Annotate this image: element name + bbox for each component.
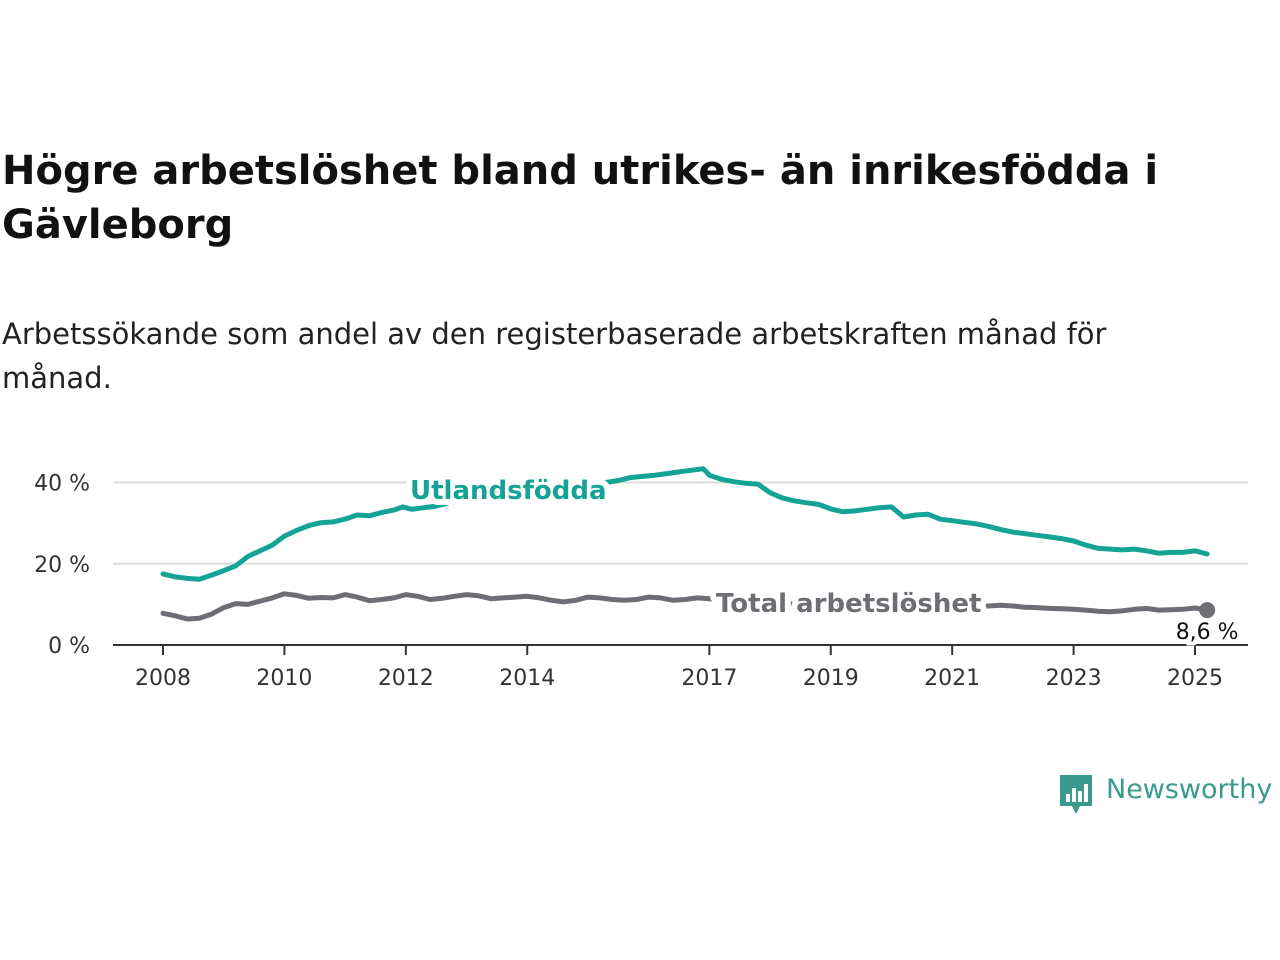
last-value-label: 8,6 %: [1176, 620, 1239, 645]
series-line-total: [160, 591, 1210, 622]
x-axis-ticks: 2008 2010 2012 2014 2017 2019 2021 2023 2025: [135, 645, 1223, 691]
series-line-utlandsfodda: [160, 466, 1210, 582]
chart-title: Högre arbetslöshet bland utrikes- än inr…: [2, 148, 1159, 248]
newsworthy-logo-text: Newsworthy: [1106, 774, 1273, 805]
x-tick-label: 2021: [924, 666, 980, 691]
grid-lines: [113, 481, 1248, 646]
series-lines: [160, 466, 1210, 622]
x-tick-label: 2012: [378, 666, 434, 691]
last-value-marker: [1199, 602, 1216, 619]
x-tick-label: 2025: [1167, 666, 1223, 691]
x-tick-label: 2010: [256, 666, 312, 691]
x-tick-label: 2008: [135, 666, 191, 691]
y-tick-label: 40 %: [34, 472, 90, 497]
y-tick-label: 0 %: [48, 634, 90, 659]
x-tick-label: 2019: [803, 666, 859, 691]
y-axis-ticks: 0 % 20 % 40 %: [34, 472, 90, 660]
x-tick-label: 2023: [1046, 666, 1102, 691]
chart-subtitle: Arbetssökande som andel av den registerb…: [2, 317, 1107, 395]
y-tick-label: 20 %: [34, 553, 90, 578]
series-label-total: Total arbetslöshet: [716, 589, 981, 619]
x-tick-label: 2014: [499, 666, 555, 691]
series-label-utlandsfodda: Utlandsfödda: [410, 476, 607, 506]
newsworthy-logo-icon: [1060, 775, 1092, 814]
x-tick-label: 2017: [681, 666, 737, 691]
line-chart: 0 % 20 % 40 % 2008 2010 2012 2014 2017 2019 2021…: [34, 466, 1248, 691]
series-labels: Utlandsfödda Total arbetslöshet 8,6 %: [404, 470, 1243, 649]
